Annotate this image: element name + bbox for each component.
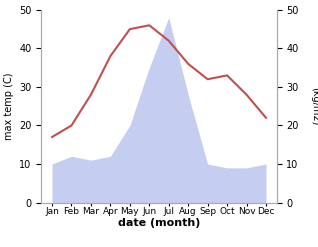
Y-axis label: med. precipitation
(kg/m2): med. precipitation (kg/m2) [310,62,318,151]
X-axis label: date (month): date (month) [118,219,200,228]
Y-axis label: max temp (C): max temp (C) [4,72,14,140]
